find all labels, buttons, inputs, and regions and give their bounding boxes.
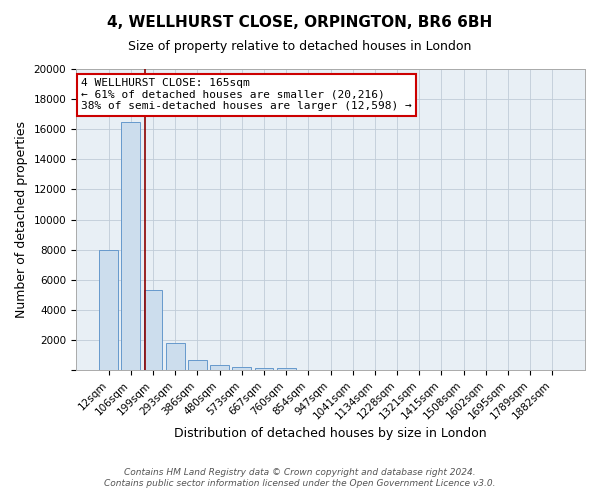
Bar <box>232 367 251 370</box>
Text: Size of property relative to detached houses in London: Size of property relative to detached ho… <box>128 40 472 53</box>
Text: Contains HM Land Registry data © Crown copyright and database right 2024.
Contai: Contains HM Land Registry data © Crown c… <box>104 468 496 487</box>
Bar <box>188 360 207 370</box>
Bar <box>99 250 118 370</box>
Bar <box>143 290 163 370</box>
X-axis label: Distribution of detached houses by size in London: Distribution of detached houses by size … <box>174 427 487 440</box>
Bar <box>254 368 274 370</box>
Text: 4, WELLHURST CLOSE, ORPINGTON, BR6 6BH: 4, WELLHURST CLOSE, ORPINGTON, BR6 6BH <box>107 15 493 30</box>
Y-axis label: Number of detached properties: Number of detached properties <box>15 121 28 318</box>
Bar <box>121 122 140 370</box>
Bar <box>277 368 296 370</box>
Bar <box>166 343 185 370</box>
Text: 4 WELLHURST CLOSE: 165sqm
← 61% of detached houses are smaller (20,216)
38% of s: 4 WELLHURST CLOSE: 165sqm ← 61% of detac… <box>81 78 412 111</box>
Bar <box>210 365 229 370</box>
